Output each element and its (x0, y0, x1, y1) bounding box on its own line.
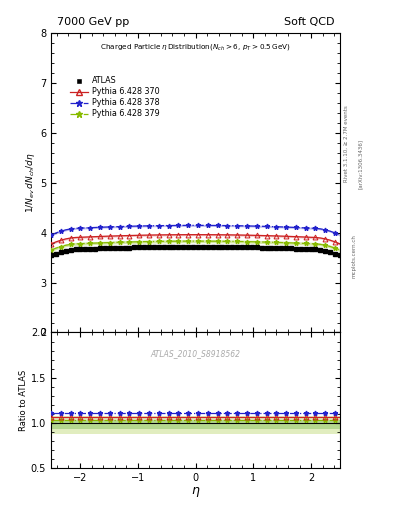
Text: ATLAS_2010_S8918562: ATLAS_2010_S8918562 (151, 349, 241, 358)
Y-axis label: Ratio to ATLAS: Ratio to ATLAS (19, 370, 28, 431)
Text: mcplots.cern.ch: mcplots.cern.ch (352, 234, 357, 278)
Text: [arXiv:1306.3436]: [arXiv:1306.3436] (358, 139, 363, 189)
Y-axis label: $1/N_{ev}\,dN_{ch}/d\eta$: $1/N_{ev}\,dN_{ch}/d\eta$ (24, 153, 37, 214)
X-axis label: $\eta$: $\eta$ (191, 485, 200, 499)
Text: Soft QCD: Soft QCD (284, 17, 334, 27)
Text: Charged Particle$\,\eta\,$Distribution$(N_{ch}>6,\,p_T>0.5\,\mathrm{GeV})$: Charged Particle$\,\eta\,$Distribution$(… (100, 42, 291, 52)
Legend: ATLAS, Pythia 6.428 370, Pythia 6.428 378, Pythia 6.428 379: ATLAS, Pythia 6.428 370, Pythia 6.428 37… (67, 73, 163, 122)
Text: Rivet 3.1.10, ≥ 2.7M events: Rivet 3.1.10, ≥ 2.7M events (344, 105, 349, 182)
Text: 7000 GeV pp: 7000 GeV pp (57, 17, 129, 27)
